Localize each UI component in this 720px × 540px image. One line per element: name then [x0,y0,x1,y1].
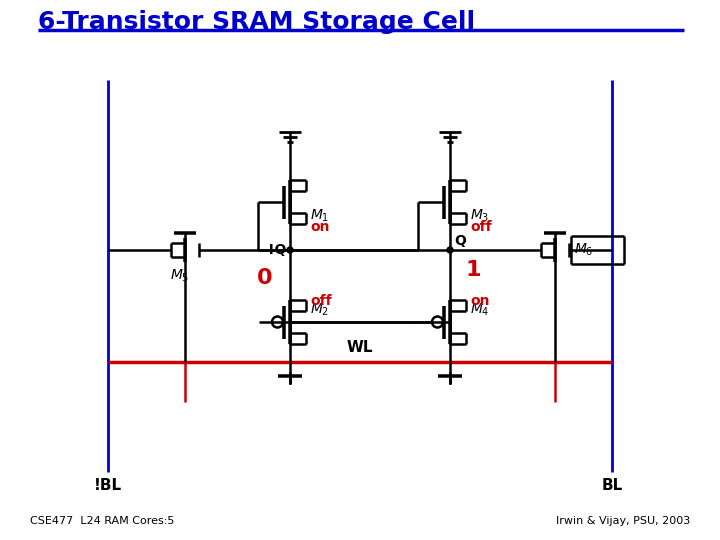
Text: !Q: !Q [268,243,286,257]
Text: $M_6$: $M_6$ [574,242,593,258]
Text: BL: BL [601,478,623,493]
Text: off: off [310,294,332,308]
Text: on: on [470,294,490,308]
Text: $M_2$: $M_2$ [310,302,329,318]
Text: 0: 0 [256,268,272,288]
Text: $M_3$: $M_3$ [470,208,490,225]
Text: $M_5$: $M_5$ [171,268,189,285]
Text: 1: 1 [466,260,482,280]
Text: off: off [470,220,492,234]
Text: !BL: !BL [94,478,122,493]
Text: CSE477  L24 RAM Cores:5: CSE477 L24 RAM Cores:5 [30,516,174,526]
Circle shape [287,247,293,253]
Text: 6-Transistor SRAM Storage Cell: 6-Transistor SRAM Storage Cell [38,10,475,34]
Text: WL: WL [347,340,373,355]
Text: Irwin & Vijay, PSU, 2003: Irwin & Vijay, PSU, 2003 [556,516,690,526]
Text: $M_1$: $M_1$ [310,208,329,225]
Text: Q: Q [454,234,466,248]
Text: $M_4$: $M_4$ [470,302,490,318]
Text: on: on [310,220,330,234]
Circle shape [447,247,453,253]
